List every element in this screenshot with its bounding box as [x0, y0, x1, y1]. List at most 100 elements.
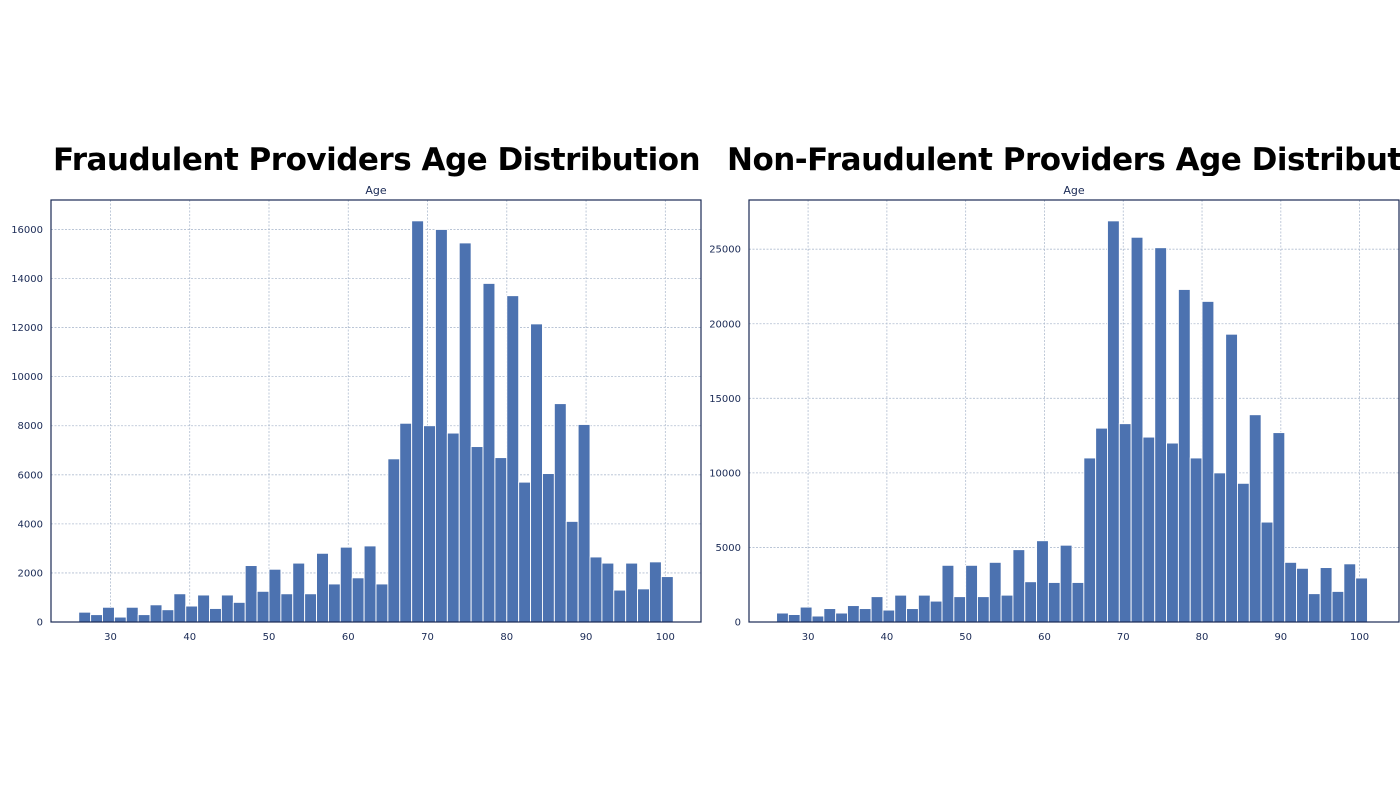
histogram-bar [835, 612, 848, 623]
histogram-bar [625, 562, 639, 623]
x-axis-title: Age [365, 184, 387, 197]
histogram-bar [113, 616, 127, 623]
histogram-bar [1237, 482, 1250, 623]
histogram-bar [423, 425, 436, 623]
histogram-bar [1047, 582, 1061, 623]
histogram-bar [1024, 581, 1038, 623]
y-tick-label: 8000 [18, 421, 43, 432]
histogram-bar [1307, 593, 1321, 623]
x-tick-label: 60 [342, 632, 355, 640]
histogram-bar [304, 593, 317, 623]
histogram-bar [280, 593, 294, 623]
histogram-bar [506, 295, 520, 623]
y-tick-label: 0 [735, 618, 741, 629]
x-tick-label: 60 [1038, 632, 1051, 640]
histogram-bar [637, 588, 650, 623]
chart-title-fraudulent: Fraudulent Providers Age Distribution [53, 142, 701, 178]
chart-title-non-fraudulent: Non-Fraudulent Providers Age Distributio… [727, 145, 1400, 176]
histogram-bar [977, 596, 990, 623]
histogram-bar [649, 561, 662, 623]
x-tick-label: 100 [656, 632, 675, 640]
histogram-bar [941, 564, 955, 623]
histogram-bar [776, 612, 789, 623]
x-tick-label: 90 [1274, 632, 1287, 640]
histogram-bar [197, 594, 210, 623]
histogram-bar [292, 562, 306, 623]
histogram-bar [1343, 563, 1357, 623]
histogram-bar [268, 568, 282, 623]
histogram-bar [601, 562, 615, 623]
histogram-bar [1272, 432, 1286, 623]
histogram-bar [660, 576, 674, 623]
histogram-bar [482, 282, 496, 623]
histogram-bar [435, 228, 448, 623]
histogram-bar [1177, 289, 1191, 623]
histogram-bar [530, 323, 543, 623]
histogram-bar [1319, 567, 1333, 623]
histogram-bar [327, 583, 341, 623]
histogram-bar [1095, 427, 1108, 623]
histogram-bar [847, 605, 860, 623]
x-tick-label: 70 [1117, 632, 1130, 640]
histogram-bar [339, 546, 353, 623]
histogram-bar [787, 614, 801, 623]
x-axis-title: Age [1063, 184, 1085, 197]
y-tick-label: 5000 [716, 543, 741, 554]
y-tick-label: 25000 [709, 245, 741, 256]
y-tick-label: 10000 [709, 468, 741, 479]
histogram-bar [1130, 236, 1144, 623]
histogram-bar [953, 596, 967, 623]
x-tick-label: 30 [802, 632, 815, 640]
histogram-bar [1213, 472, 1227, 623]
x-tick-label: 50 [959, 632, 972, 640]
histogram-bar [149, 604, 163, 623]
y-tick-label: 14000 [11, 274, 43, 285]
histogram-bar [90, 614, 103, 623]
y-tick-label: 15000 [709, 394, 741, 405]
y-tick-label: 6000 [18, 470, 43, 481]
x-tick-label: 100 [1350, 632, 1369, 640]
histogram-bar [988, 561, 1002, 623]
x-tick-label: 40 [881, 632, 894, 640]
y-tick-label: 16000 [11, 225, 43, 236]
histogram-bar [823, 608, 837, 623]
histogram-non-fraudulent: Age 30 40 50 60 70 80 90 100 0 5000 10000 15000 20000… [709, 184, 1400, 640]
y-tick-label: 10000 [11, 372, 43, 383]
histogram-bar [589, 556, 603, 623]
histogram-bar [870, 596, 884, 623]
histogram-bar [1036, 540, 1049, 623]
histogram-bar [929, 600, 943, 623]
histogram-bar [220, 594, 234, 623]
histogram-bar [917, 594, 931, 623]
y-tick-label: 0 [37, 618, 43, 629]
histogram-bar [553, 403, 567, 623]
histogram-bar [78, 611, 92, 623]
histogram-bar [1225, 333, 1238, 623]
x-tick-label: 50 [263, 632, 276, 640]
histogram-bar [351, 577, 365, 623]
x-tick-label: 80 [500, 632, 513, 640]
histogram-bar [1142, 436, 1156, 623]
histogram-bar [125, 606, 139, 623]
histogram-bar [1071, 582, 1085, 623]
plot-frame [50, 199, 702, 623]
y-tick-label: 20000 [709, 319, 741, 330]
histogram-bar [894, 594, 908, 623]
y-tick-label: 2000 [18, 568, 43, 579]
histogram-bar [1296, 567, 1309, 623]
y-tick-label: 4000 [18, 519, 43, 530]
histogram-bar [161, 609, 175, 623]
histogram-bar [363, 545, 377, 623]
histogram-bar [1284, 561, 1298, 623]
histogram-bar [1189, 457, 1203, 623]
x-tick-label: 80 [1196, 632, 1209, 640]
histogram-bar [185, 605, 199, 623]
histogram-bar [858, 608, 872, 623]
histogram-bar [811, 615, 825, 623]
histogram-bar [399, 422, 413, 623]
histogram-bar [1260, 521, 1274, 623]
histogram-bar [244, 565, 258, 623]
x-tick-label: 40 [183, 632, 196, 640]
histogram-bar [1355, 577, 1368, 623]
histogram-bar [882, 609, 896, 623]
